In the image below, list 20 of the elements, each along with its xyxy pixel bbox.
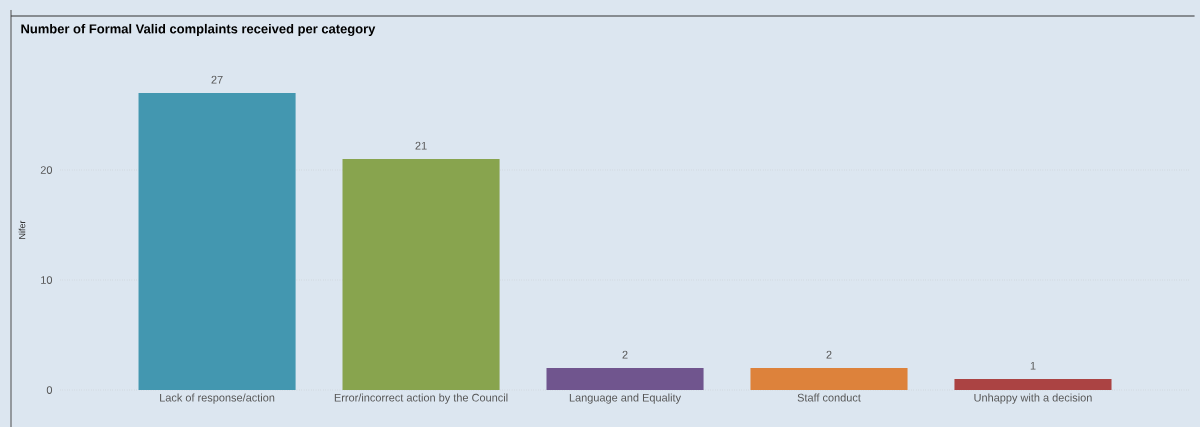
text: Number of Formal Valid complaints received per category (21, 23, 376, 37)
data-label: 1 (1030, 361, 1036, 370)
x-tick-label: Language and Equality (569, 393, 682, 404)
x-tick-label: Lack of response/action (160, 393, 275, 404)
data-label: 27 (211, 75, 223, 84)
data-label: 2 (622, 350, 628, 359)
x-tick-label: Error/incorrect action by the Council (334, 393, 508, 404)
bar (750, 368, 908, 390)
x-tick-label: Unhappy with a decision (974, 393, 1092, 404)
data-label: 2 (826, 350, 832, 359)
y-tick-label: 10 (41, 276, 53, 284)
bar (954, 379, 1112, 390)
y-tick-label: 0 (46, 386, 53, 394)
bar (138, 93, 296, 390)
y-tick-label: 20 (40, 166, 53, 174)
y-axis-title: Nifer (18, 220, 26, 239)
x-tick-label: Staff conduct (797, 393, 861, 402)
bar (342, 159, 500, 390)
data-label: 21 (415, 141, 427, 150)
bar (546, 368, 704, 390)
